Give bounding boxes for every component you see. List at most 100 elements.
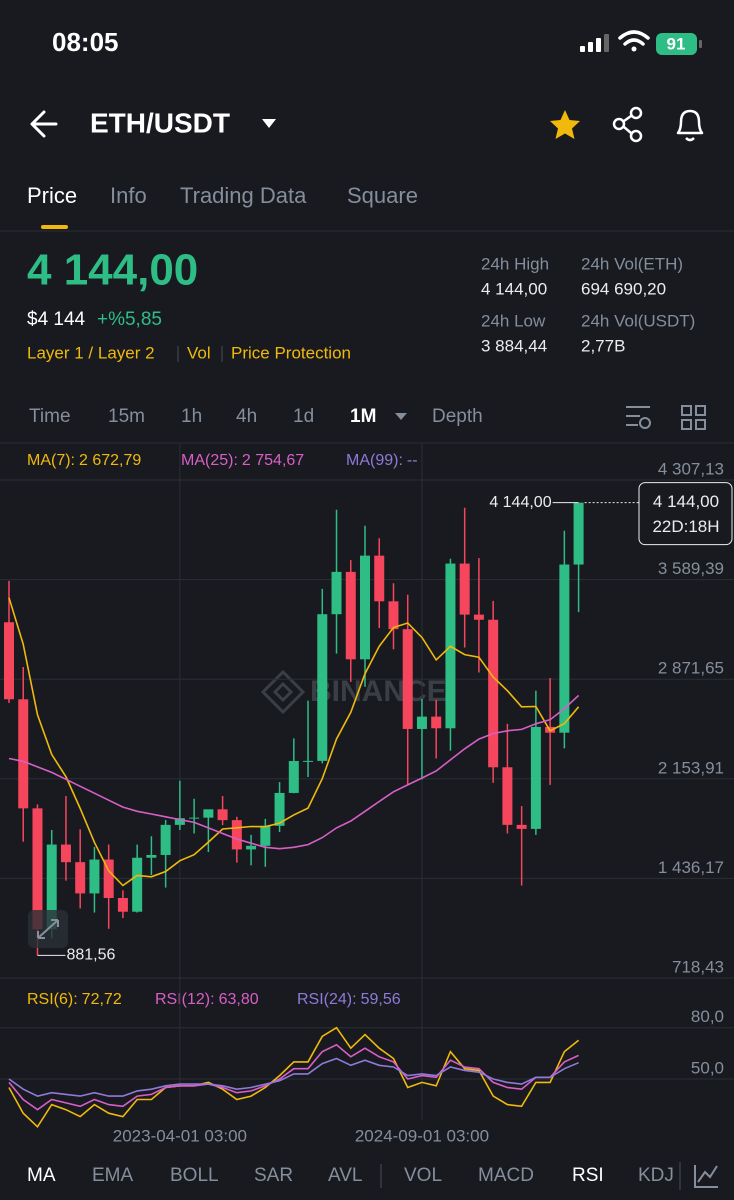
indicator-tab[interactable]: AVL <box>328 1165 363 1186</box>
battery-icon <box>656 33 697 55</box>
y-tick-label: 1 436,17 <box>658 858 724 877</box>
stat-value: 2,77B <box>581 336 625 355</box>
alert-button[interactable] <box>676 109 704 142</box>
candle-body <box>160 824 171 855</box>
legend-value: 2 672,79 <box>79 452 141 469</box>
indicator-tab[interactable]: SAR <box>254 1165 293 1186</box>
candle-body <box>374 555 385 602</box>
zoom-button[interactable] <box>28 910 68 948</box>
candle-body <box>75 862 86 894</box>
candle-body <box>331 571 342 615</box>
legend-name: MA(7): <box>27 452 75 469</box>
timeframe[interactable]: 4h <box>236 406 257 427</box>
watermark: BINANCE <box>310 675 447 708</box>
candle-body <box>473 614 484 620</box>
tab[interactable]: Trading Data <box>180 183 307 208</box>
signal-icon <box>580 34 609 52</box>
candle-body <box>288 761 299 793</box>
stat-label: 24h Vol(ETH) <box>581 254 683 273</box>
battery-level: 91 <box>667 34 686 53</box>
indicator-tab[interactable]: EMA <box>92 1165 134 1186</box>
share-button[interactable] <box>612 106 643 143</box>
low-label: 881,56 <box>66 947 115 964</box>
favorite-button[interactable] <box>550 110 580 139</box>
timeframe-active[interactable]: 1M <box>350 406 376 427</box>
y-tick-label: 718,43 <box>672 957 724 976</box>
indicator-tab[interactable]: KDJ <box>638 1165 674 1186</box>
indicator-tab[interactable]: RSI <box>572 1165 604 1186</box>
y-tick-label: 50,0 <box>691 1058 724 1077</box>
candle-body <box>559 564 570 733</box>
legend-value: 2 754,67 <box>242 452 304 469</box>
status-time: 08:05 <box>52 27 119 57</box>
candle-body <box>516 824 527 829</box>
candle-body <box>488 619 499 768</box>
timeframe[interactable]: 1d <box>293 406 314 427</box>
price-box <box>638 482 733 546</box>
candle-body <box>32 808 43 930</box>
pair-dropdown[interactable] <box>262 119 276 128</box>
indicator-line <box>8 1026 580 1129</box>
indicator-tab[interactable]: BOLL <box>170 1165 219 1186</box>
candle-body <box>174 818 185 825</box>
candle-body <box>530 726 541 829</box>
y-tick-label: 2 153,91 <box>658 758 724 777</box>
candle-body <box>231 820 242 850</box>
candle-body <box>103 859 114 898</box>
tag[interactable]: Price Protection <box>231 343 351 362</box>
y-tick-label: 80,0 <box>691 1007 724 1026</box>
candle-body <box>345 571 356 660</box>
indicator-tab[interactable]: MA <box>27 1165 56 1186</box>
ma-legend: MA(7): 2 672,79 <box>27 452 141 469</box>
indicator-line <box>8 1057 579 1097</box>
tag[interactable]: Vol <box>187 343 211 362</box>
stat-label: 24h Vol(USDT) <box>581 311 695 330</box>
ma-legend: MA(99): -- <box>346 452 418 469</box>
indicator-tab[interactable]: MACD <box>478 1165 534 1186</box>
last-price: 4 144,00 <box>27 246 198 295</box>
price-box-price: 4 144,00 <box>653 492 719 511</box>
tag[interactable]: Layer 1 / Layer 2 <box>27 343 155 362</box>
tab[interactable]: Price <box>27 183 77 208</box>
timeframe[interactable]: Time <box>29 406 71 427</box>
x-tick-label: 2023-04-01 03:00 <box>113 1126 247 1145</box>
legend-name: RSI(12): <box>155 991 215 1008</box>
price-box-countdown: 22D:18H <box>652 517 719 536</box>
legend-name: MA(25): <box>181 452 238 469</box>
candle-body <box>388 601 399 630</box>
candle-body <box>303 760 314 762</box>
y-tick-label: 2 871,65 <box>658 659 724 678</box>
tab-indicator <box>41 225 68 229</box>
candle-body <box>132 857 143 912</box>
candle-body <box>431 716 442 729</box>
legend-name: RSI(24): <box>297 991 357 1008</box>
indicator-tab[interactable]: VOL <box>404 1165 442 1186</box>
indicator-line <box>8 694 580 850</box>
candle-body <box>217 809 228 821</box>
stat-value: 3 884,44 <box>481 336 547 355</box>
legend-value: -- <box>407 452 418 469</box>
candle-body <box>89 859 100 894</box>
stat-label: 24h Low <box>481 311 546 330</box>
chart-settings-button[interactable] <box>694 1165 718 1188</box>
legend-value: 63,80 <box>219 991 259 1008</box>
candle-body <box>402 629 413 729</box>
back-button[interactable] <box>30 110 58 138</box>
timeframe-dropdown[interactable] <box>395 413 407 420</box>
candle-body <box>60 844 71 863</box>
timeframe[interactable]: Depth <box>432 406 483 427</box>
candle-body <box>502 767 513 825</box>
candle-body <box>360 555 370 660</box>
tab[interactable]: Square <box>347 183 418 208</box>
rsi-legend: RSI(24): 59,56 <box>297 991 401 1008</box>
pair-title[interactable]: ETH/USDT <box>90 107 230 138</box>
timeframe[interactable]: 15m <box>108 406 145 427</box>
tab[interactable]: Info <box>110 183 147 208</box>
timeframe[interactable]: 1h <box>181 406 202 427</box>
rsi-legend: RSI(6): 72,72 <box>27 991 122 1008</box>
candle-body <box>260 825 271 846</box>
indicator-settings-button[interactable] <box>626 406 651 429</box>
layout-button[interactable] <box>681 405 706 430</box>
stat-value: 694 690,20 <box>581 279 666 298</box>
indicator-line <box>8 1043 579 1111</box>
